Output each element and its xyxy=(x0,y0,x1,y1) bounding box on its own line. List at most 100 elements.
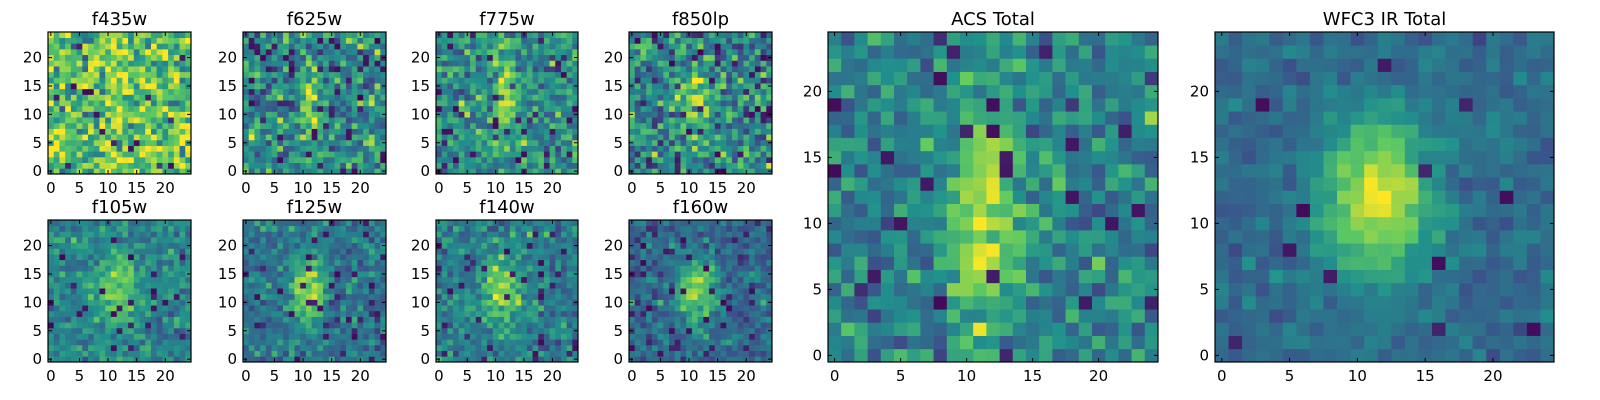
heatmap-cell xyxy=(128,168,135,175)
heatmap-cell xyxy=(374,231,381,238)
heatmap-cell xyxy=(357,299,364,306)
heatmap-cell xyxy=(629,43,636,50)
heatmap-cell xyxy=(70,248,77,255)
heatmap-cell xyxy=(464,293,471,300)
heatmap-cell xyxy=(714,156,721,163)
heatmap-cell xyxy=(453,151,460,158)
heatmap-cell xyxy=(481,60,488,67)
heatmap-cell xyxy=(509,350,516,357)
heatmap-cell xyxy=(572,220,579,227)
heatmap-cell xyxy=(475,225,482,232)
heatmap-cell xyxy=(156,344,163,351)
heatmap-cell xyxy=(59,66,66,73)
heatmap-cell xyxy=(760,37,767,44)
heatmap-cell xyxy=(311,248,318,255)
heatmap-cell xyxy=(380,156,387,163)
heatmap-cell xyxy=(70,128,77,135)
heatmap-cell xyxy=(447,43,454,50)
heatmap-cell xyxy=(374,37,381,44)
heatmap-cell xyxy=(549,299,556,306)
heatmap-cell xyxy=(515,231,522,238)
heatmap-cell xyxy=(709,94,716,101)
heatmap-cell xyxy=(368,134,375,141)
heatmap-cell xyxy=(99,37,106,44)
heatmap-cell xyxy=(458,54,465,61)
heatmap-cell xyxy=(504,344,511,351)
heatmap-cell xyxy=(646,60,653,67)
heatmap-cell xyxy=(663,322,670,329)
heatmap-cell xyxy=(538,139,545,146)
heatmap-cell xyxy=(481,77,488,84)
heatmap-cell xyxy=(691,293,698,300)
x-tick-label: 5 xyxy=(656,179,666,197)
heatmap-cell xyxy=(162,139,169,146)
heatmap-cell xyxy=(260,49,267,56)
heatmap-cell xyxy=(436,162,443,169)
heatmap-cell xyxy=(629,151,636,158)
heatmap-cell xyxy=(572,254,579,261)
heatmap-cell xyxy=(82,259,89,266)
heatmap-cell xyxy=(447,344,454,351)
heatmap-cell xyxy=(334,327,341,334)
heatmap-cell xyxy=(498,271,505,278)
heatmap-cell xyxy=(173,134,180,141)
heatmap-cell xyxy=(139,122,146,129)
heatmap-cell xyxy=(345,333,353,340)
heatmap-cell xyxy=(59,134,66,141)
heatmap-cell xyxy=(487,271,494,278)
heatmap-cell xyxy=(254,111,261,118)
heatmap-cell xyxy=(59,37,66,44)
heatmap-cell xyxy=(150,333,158,340)
heatmap-cell xyxy=(340,128,347,135)
heatmap-cell xyxy=(53,122,60,129)
heatmap-cell xyxy=(248,88,255,95)
heatmap-cell xyxy=(749,333,756,340)
heatmap-cell xyxy=(691,156,698,163)
heatmap-cell xyxy=(305,66,312,73)
heatmap-cell xyxy=(340,220,347,227)
heatmap-cell xyxy=(680,293,687,300)
heatmap-cell xyxy=(162,288,169,295)
heatmap-cell xyxy=(504,242,511,249)
heatmap-cell xyxy=(99,254,106,261)
heatmap-cell xyxy=(156,145,163,152)
heatmap-cell xyxy=(680,282,687,289)
heatmap-cell xyxy=(265,49,272,56)
heatmap-cell xyxy=(162,151,169,158)
heatmap-cell xyxy=(351,71,358,78)
heatmap-cell xyxy=(133,49,140,56)
heatmap-cell xyxy=(133,54,140,61)
heatmap-cell xyxy=(185,339,192,346)
heatmap-cell xyxy=(691,327,698,334)
heatmap-cell xyxy=(65,54,72,61)
heatmap-cell xyxy=(334,322,341,329)
heatmap-cell xyxy=(323,162,330,169)
heatmap-cell xyxy=(76,333,83,340)
heatmap-cell xyxy=(328,322,335,329)
heatmap-cell xyxy=(283,49,290,56)
heatmap-cell xyxy=(481,259,488,266)
heatmap-cell xyxy=(374,117,381,124)
heatmap-cell xyxy=(133,288,140,295)
heatmap-cell xyxy=(150,122,158,129)
heatmap-cell xyxy=(317,288,324,295)
heatmap-cell xyxy=(368,88,375,95)
heatmap-cell xyxy=(703,83,710,90)
heatmap-cell xyxy=(532,94,539,101)
heatmap-cell xyxy=(305,111,312,118)
heatmap-cell xyxy=(555,282,562,289)
heatmap-cell xyxy=(179,327,186,334)
heatmap-cell xyxy=(340,54,347,61)
heatmap-cell xyxy=(156,32,163,39)
heatmap-cell xyxy=(521,49,528,56)
heatmap-cell xyxy=(464,71,471,78)
heatmap-cell xyxy=(105,333,112,340)
heatmap-cell xyxy=(363,156,370,163)
heatmap-cell xyxy=(243,310,250,317)
heatmap-cell xyxy=(76,259,83,266)
heatmap-cell xyxy=(345,94,353,101)
heatmap-cell xyxy=(139,43,146,50)
heatmap-cell xyxy=(498,156,505,163)
heatmap-cell xyxy=(572,288,579,295)
heatmap-cell xyxy=(760,322,767,329)
